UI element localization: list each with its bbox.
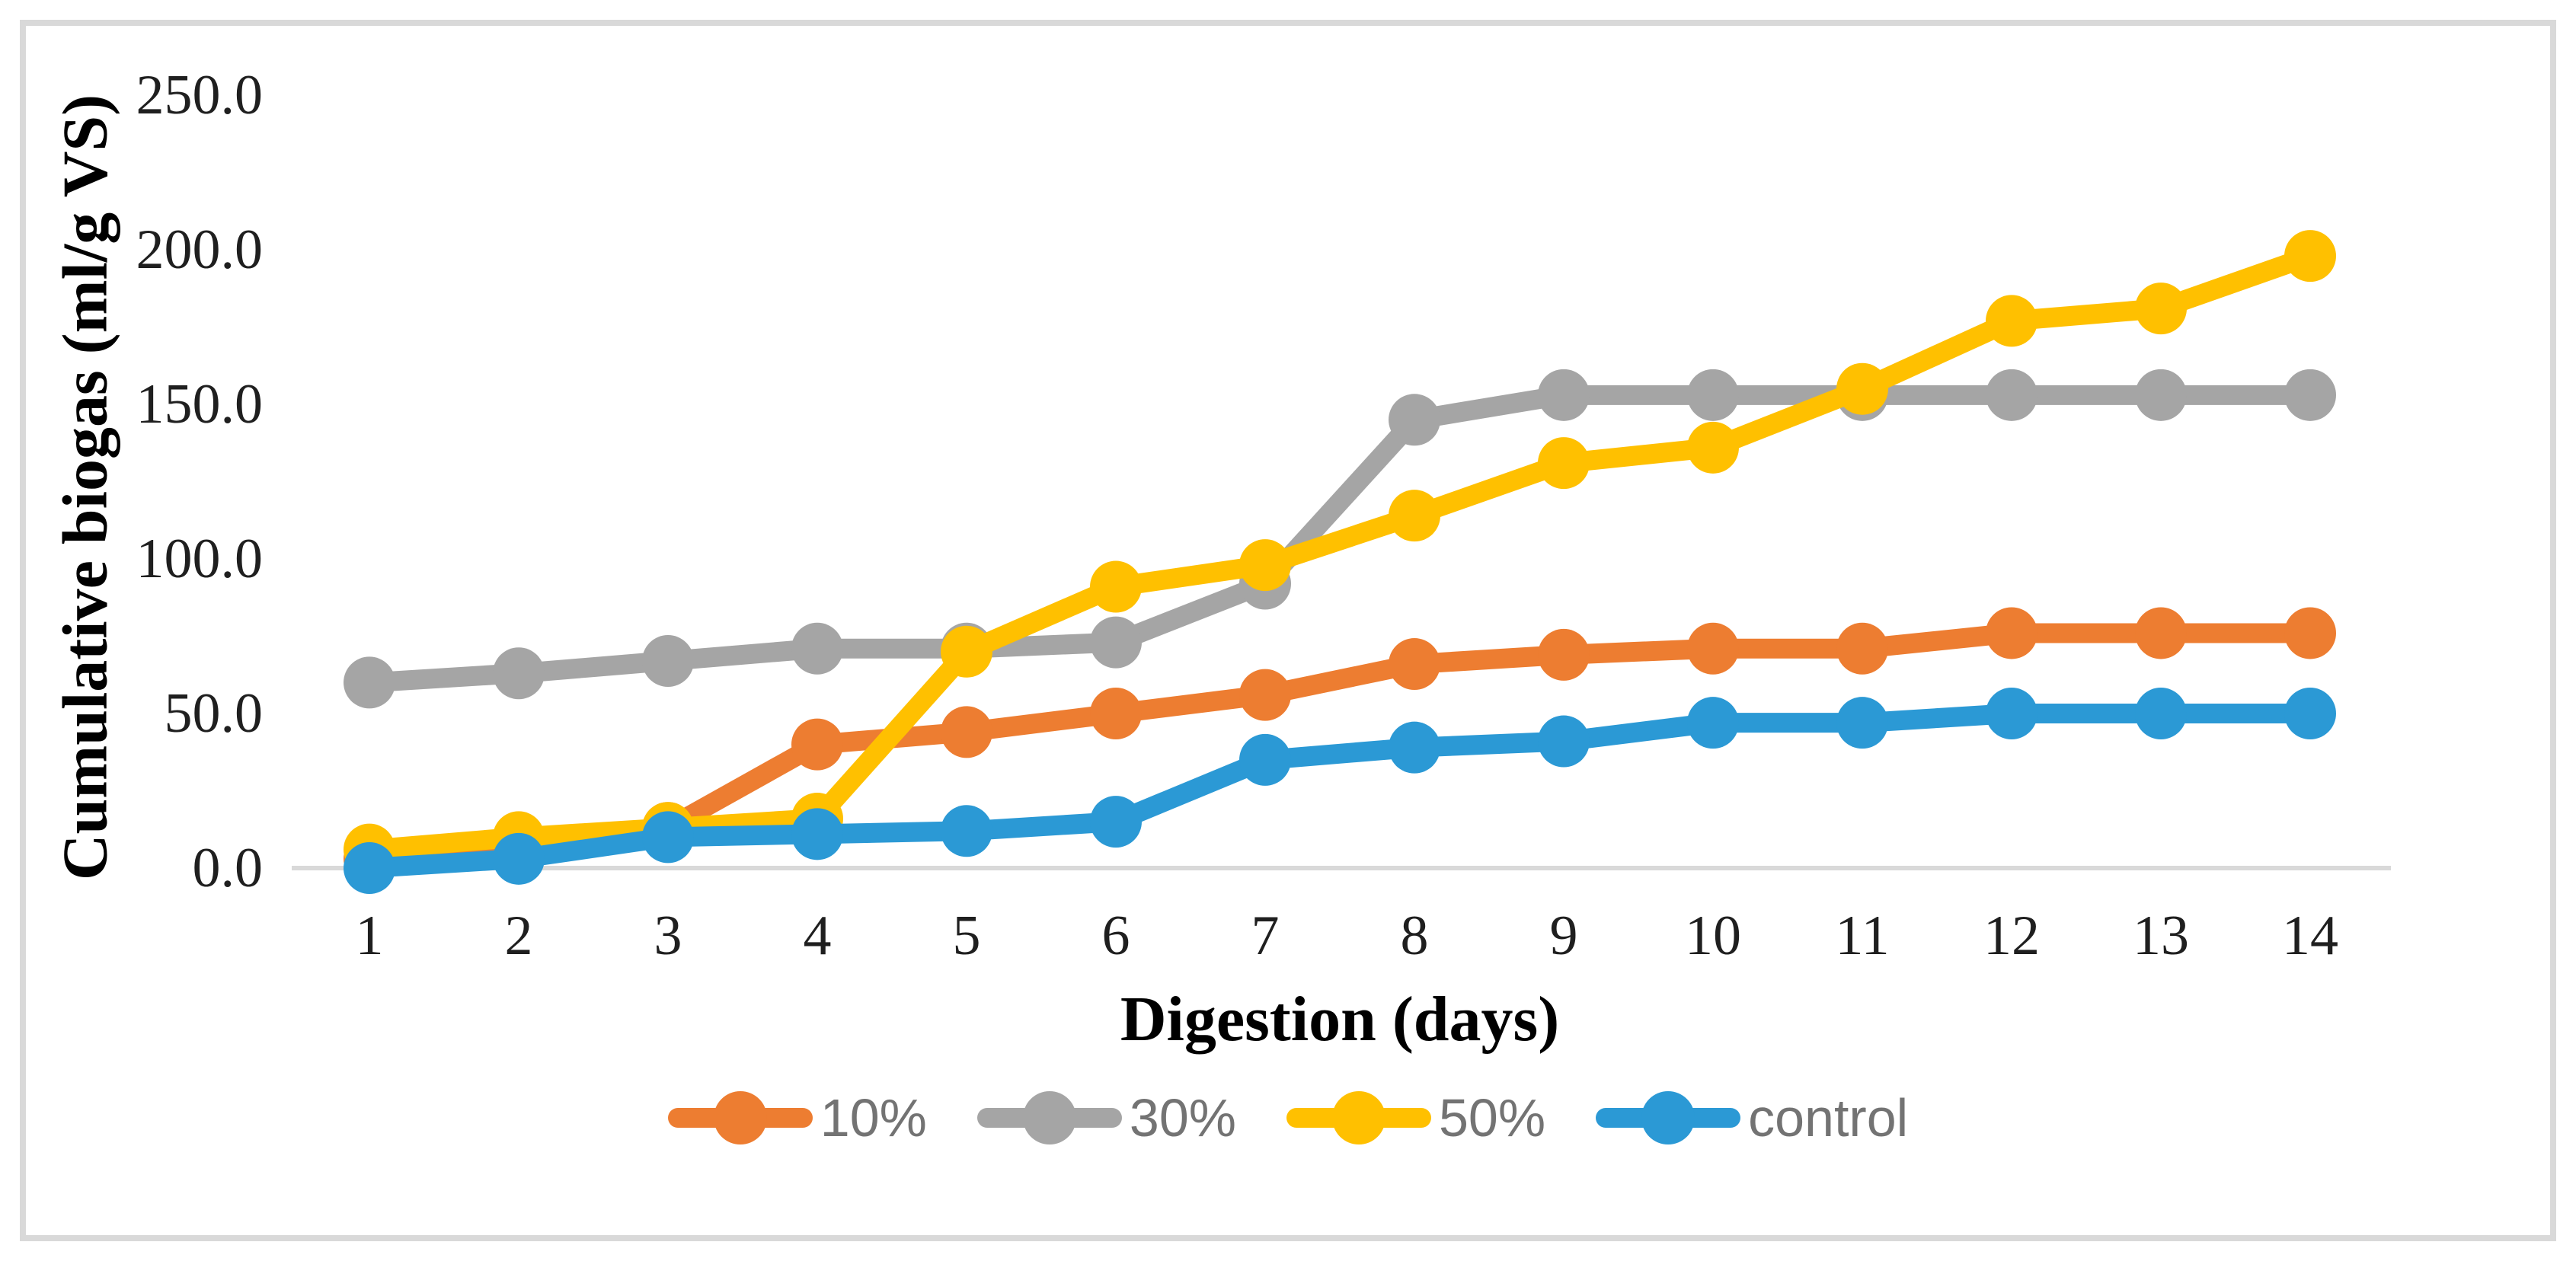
x-tick-label-10: 10 <box>1685 905 1741 967</box>
data-point-30pct-day-13 <box>2135 369 2187 421</box>
legend-label-10pct: 10% <box>820 1088 927 1148</box>
legend-item-30pct: 30% <box>976 1088 1236 1148</box>
data-point-10pct-day-8 <box>1389 638 1440 691</box>
y-tick-label-250.0: 250.0 <box>136 64 264 126</box>
data-point-10pct-day-9 <box>1538 628 1590 681</box>
data-point-10pct-day-4 <box>791 718 843 771</box>
data-point-10pct-day-10 <box>1687 622 1739 675</box>
data-point-50pct-day-12 <box>1986 295 2037 347</box>
data-point-control-day-7 <box>1239 733 1291 786</box>
data-point-50pct-day-11 <box>1836 362 1888 415</box>
legend-label-50pct: 50% <box>1439 1088 1546 1148</box>
data-point-30pct-day-3 <box>642 634 694 687</box>
data-point-30pct-day-4 <box>791 622 843 675</box>
data-point-control-day-2 <box>493 832 545 885</box>
data-point-10pct-day-14 <box>2284 607 2336 659</box>
x-axis-title: Digestion (days) <box>1120 984 1560 1055</box>
legend-dot-10pct <box>713 1091 767 1144</box>
data-point-50pct-day-5 <box>941 625 992 678</box>
x-tick-label-4: 4 <box>803 905 832 967</box>
x-tick-label-2: 2 <box>504 905 533 967</box>
data-point-30pct-day-6 <box>1090 616 1142 669</box>
data-point-control-day-1 <box>344 842 395 894</box>
data-point-30pct-day-1 <box>344 656 395 709</box>
legend-dot-control <box>1641 1091 1695 1144</box>
data-point-control-day-14 <box>2284 688 2336 739</box>
data-point-10pct-day-13 <box>2135 607 2187 659</box>
legend-item-10pct: 10% <box>667 1088 927 1148</box>
legend-marker-control-icon <box>1596 1090 1741 1145</box>
data-point-10pct-day-12 <box>1986 607 2037 659</box>
data-point-50pct-day-14 <box>2284 230 2336 283</box>
data-point-control-day-9 <box>1538 715 1590 768</box>
data-point-10pct-day-11 <box>1836 622 1888 675</box>
x-tick-label-8: 8 <box>1400 905 1429 967</box>
data-point-control-day-11 <box>1836 697 1888 749</box>
x-tick-label-3: 3 <box>654 905 682 967</box>
legend-marker-30pct-icon <box>976 1090 1122 1145</box>
data-point-10pct-day-6 <box>1090 688 1142 739</box>
data-point-50pct-day-9 <box>1538 437 1590 490</box>
data-point-10pct-day-7 <box>1239 669 1291 721</box>
x-tick-label-5: 5 <box>952 905 981 967</box>
data-point-control-day-4 <box>791 808 843 860</box>
y-tick-label-150.0: 150.0 <box>136 373 264 436</box>
chart-legend: 10% 30% 50% control <box>0 1090 2576 1145</box>
data-point-50pct-day-8 <box>1389 490 1440 542</box>
data-point-control-day-13 <box>2135 688 2187 739</box>
x-axis-line <box>292 866 2391 870</box>
data-point-control-day-6 <box>1090 796 1142 848</box>
y-tick-label-200.0: 200.0 <box>136 219 264 281</box>
legend-label-control: control <box>1748 1088 1909 1148</box>
y-tick-label-50.0: 50.0 <box>164 682 264 745</box>
legend-marker-10pct-icon <box>667 1090 813 1145</box>
data-point-50pct-day-7 <box>1239 539 1291 592</box>
x-tick-label-12: 12 <box>1983 905 2040 967</box>
data-point-control-day-8 <box>1389 721 1440 774</box>
x-tick-label-11: 11 <box>1835 905 1890 967</box>
legend-item-50pct: 50% <box>1286 1090 1545 1145</box>
data-point-control-day-3 <box>642 811 694 864</box>
x-tick-label-1: 1 <box>355 905 384 967</box>
x-tick-label-7: 7 <box>1251 905 1280 967</box>
x-tick-label-14: 14 <box>2282 905 2338 967</box>
legend-item-control: control <box>1596 1090 1908 1145</box>
legend-label-30pct: 30% <box>1129 1088 1236 1148</box>
x-tick-label-9: 9 <box>1549 905 1578 967</box>
data-point-30pct-day-9 <box>1538 369 1590 421</box>
y-tick-label-0.0: 0.0 <box>192 837 264 899</box>
data-point-50pct-day-10 <box>1687 421 1739 474</box>
data-point-30pct-day-2 <box>493 647 545 700</box>
data-point-control-day-12 <box>1986 688 2037 739</box>
legend-dot-30pct <box>1022 1091 1076 1144</box>
x-tick-label-13: 13 <box>2133 905 2189 967</box>
data-point-30pct-day-8 <box>1389 394 1440 446</box>
legend-dot-50pct <box>1332 1091 1385 1144</box>
data-point-control-day-5 <box>941 805 992 857</box>
data-point-50pct-day-6 <box>1090 560 1142 613</box>
data-point-30pct-day-12 <box>1986 369 2037 421</box>
y-axis-title: Cumulative biogas (ml/g VS) <box>50 94 121 881</box>
data-point-30pct-day-10 <box>1687 369 1739 421</box>
x-tick-label-6: 6 <box>1101 905 1130 967</box>
legend-marker-50pct-icon <box>1286 1090 1431 1145</box>
data-point-control-day-10 <box>1687 697 1739 749</box>
data-point-30pct-day-14 <box>2284 369 2336 421</box>
data-point-10pct-day-5 <box>941 706 992 758</box>
data-point-50pct-day-13 <box>2135 283 2187 335</box>
y-tick-label-100.0: 100.0 <box>136 528 264 590</box>
